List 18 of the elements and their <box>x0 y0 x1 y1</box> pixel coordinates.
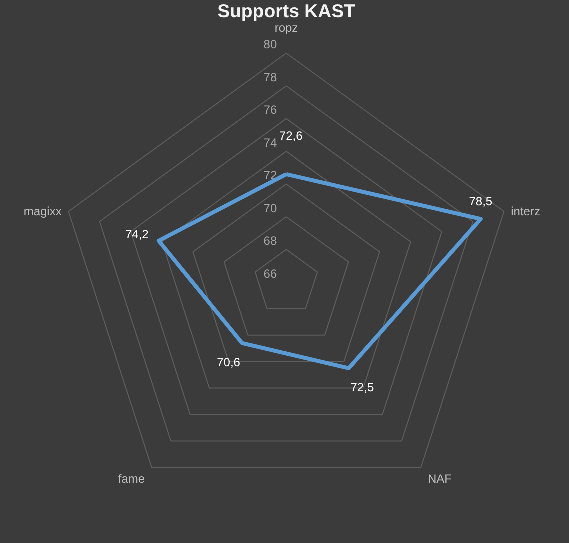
data-label: 78,5 <box>469 194 493 208</box>
y-tick-label: 70 <box>264 201 278 216</box>
chart-title: Supports KAST <box>218 0 356 22</box>
y-tick-label: 74 <box>264 136 278 150</box>
data-label: 72,6 <box>279 129 304 144</box>
data-label: 74,2 <box>125 227 150 242</box>
spoke-label: NAF <box>428 472 452 486</box>
y-tick-label: 68 <box>264 234 278 248</box>
spoke-label: magixx <box>24 204 62 219</box>
spoke-label: fame <box>118 472 146 486</box>
data-label: 72,5 <box>350 380 374 394</box>
data-label: 70,6 <box>217 355 241 370</box>
spoke-label: ropz <box>274 21 298 36</box>
y-tick-label: 76 <box>264 103 278 118</box>
spoke-label: interz <box>511 204 540 219</box>
y-tick-label: 80 <box>264 38 278 52</box>
y-tick-label: 66 <box>264 266 278 281</box>
y-tick-label: 78 <box>264 70 278 84</box>
